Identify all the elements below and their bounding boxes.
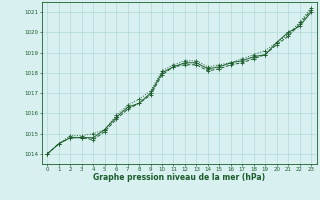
X-axis label: Graphe pression niveau de la mer (hPa): Graphe pression niveau de la mer (hPa) <box>93 173 265 182</box>
